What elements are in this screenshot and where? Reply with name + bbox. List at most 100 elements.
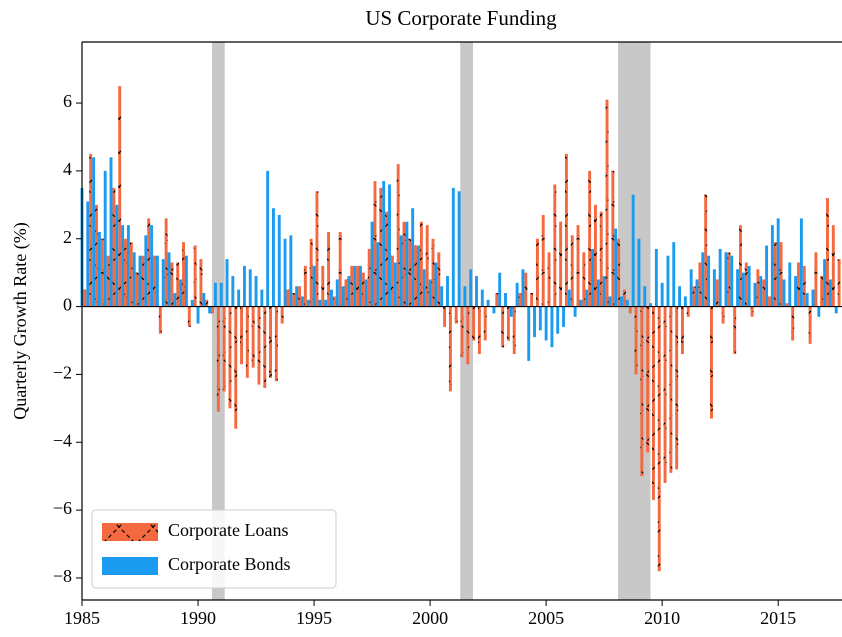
bar-hatch <box>791 306 795 341</box>
bar-hatch <box>83 289 87 307</box>
bar-hatch <box>153 255 156 307</box>
bar-hatch <box>657 306 661 572</box>
bar-hatch <box>222 306 226 392</box>
bar-hatch <box>646 306 650 453</box>
bar <box>498 272 502 307</box>
bar-hatch <box>564 153 568 307</box>
bar <box>196 306 200 324</box>
bar <box>515 282 519 307</box>
bar <box>805 293 809 307</box>
bar <box>736 269 740 307</box>
bar-hatch <box>234 306 238 429</box>
bar <box>753 282 757 307</box>
bar-hatch <box>617 238 621 307</box>
bar-hatch <box>309 238 313 307</box>
bar <box>672 242 676 307</box>
bar-hatch <box>768 296 771 307</box>
bar-hatch <box>576 225 580 307</box>
bar <box>266 170 270 307</box>
bar <box>242 265 246 307</box>
bar-hatch <box>193 245 197 307</box>
bar-hatch <box>739 225 742 307</box>
bar <box>422 269 426 307</box>
bar-hatch <box>211 306 214 314</box>
bar <box>272 208 275 307</box>
x-tick-label: 2005 <box>528 608 564 628</box>
legend-label: Corporate Loans <box>168 520 288 540</box>
bar <box>324 299 328 307</box>
shaded-span <box>618 42 651 600</box>
bar <box>353 265 357 307</box>
bar <box>202 293 206 307</box>
bar <box>654 248 658 307</box>
bar <box>376 242 380 307</box>
bar <box>550 306 554 348</box>
bar <box>150 225 154 307</box>
bar-hatch <box>274 306 278 382</box>
bar <box>463 286 467 307</box>
bar <box>440 286 444 307</box>
bar <box>712 269 716 307</box>
bar <box>132 252 136 307</box>
bar <box>480 289 484 307</box>
bar <box>434 262 438 307</box>
bar <box>330 289 333 307</box>
bar-hatch <box>135 272 139 307</box>
bar <box>237 289 241 307</box>
bar-hatch <box>663 306 667 483</box>
bar <box>121 225 125 307</box>
bar <box>405 221 409 307</box>
bar-hatch <box>605 99 609 307</box>
bar <box>301 296 304 307</box>
bar-hatch <box>327 231 331 307</box>
bar-hatch <box>773 242 777 307</box>
bar <box>208 306 212 314</box>
bar <box>318 299 322 307</box>
bar-hatch <box>518 293 522 307</box>
legend-swatch-hatch <box>102 523 158 541</box>
plot-area <box>80 42 842 600</box>
bar-hatch <box>570 235 574 307</box>
bar <box>828 279 832 307</box>
bar <box>579 299 583 307</box>
bar-hatch <box>402 221 406 307</box>
x-tick-label: 1995 <box>296 608 332 628</box>
bar-hatch <box>263 306 267 388</box>
bar-hatch <box>779 242 783 307</box>
bar-hatch <box>280 306 284 324</box>
bar-hatch <box>118 86 122 307</box>
bar-hatch <box>727 252 731 307</box>
bar <box>457 191 461 307</box>
bar <box>631 194 635 307</box>
y-tick-label: 6 <box>63 91 72 111</box>
bar-hatch <box>286 289 290 307</box>
bar <box>231 276 235 307</box>
bar <box>776 218 780 307</box>
bar-hatch <box>541 214 545 307</box>
bar-hatch <box>147 218 151 307</box>
x-tick-label: 2000 <box>412 608 448 628</box>
bar-hatch <box>454 306 458 324</box>
bar-hatch <box>530 293 534 307</box>
bar-hatch <box>158 306 162 334</box>
bar <box>823 259 827 307</box>
bar-hatch <box>390 255 394 307</box>
bar <box>213 282 217 307</box>
bar <box>115 204 119 307</box>
bar <box>417 245 420 307</box>
bar <box>388 184 391 307</box>
bar <box>289 235 293 307</box>
bar <box>312 265 316 307</box>
bar-hatch <box>251 306 255 368</box>
x-tick-label: 2015 <box>760 608 796 628</box>
bar-hatch <box>599 211 603 307</box>
bar-hatch <box>448 306 452 392</box>
bar <box>382 181 386 307</box>
bar <box>782 279 786 307</box>
bar <box>283 238 287 307</box>
bar-hatch <box>744 262 748 307</box>
bar-hatch <box>367 248 371 307</box>
bar-hatch <box>750 306 754 317</box>
bar <box>718 248 722 307</box>
bar-hatch <box>437 252 441 307</box>
